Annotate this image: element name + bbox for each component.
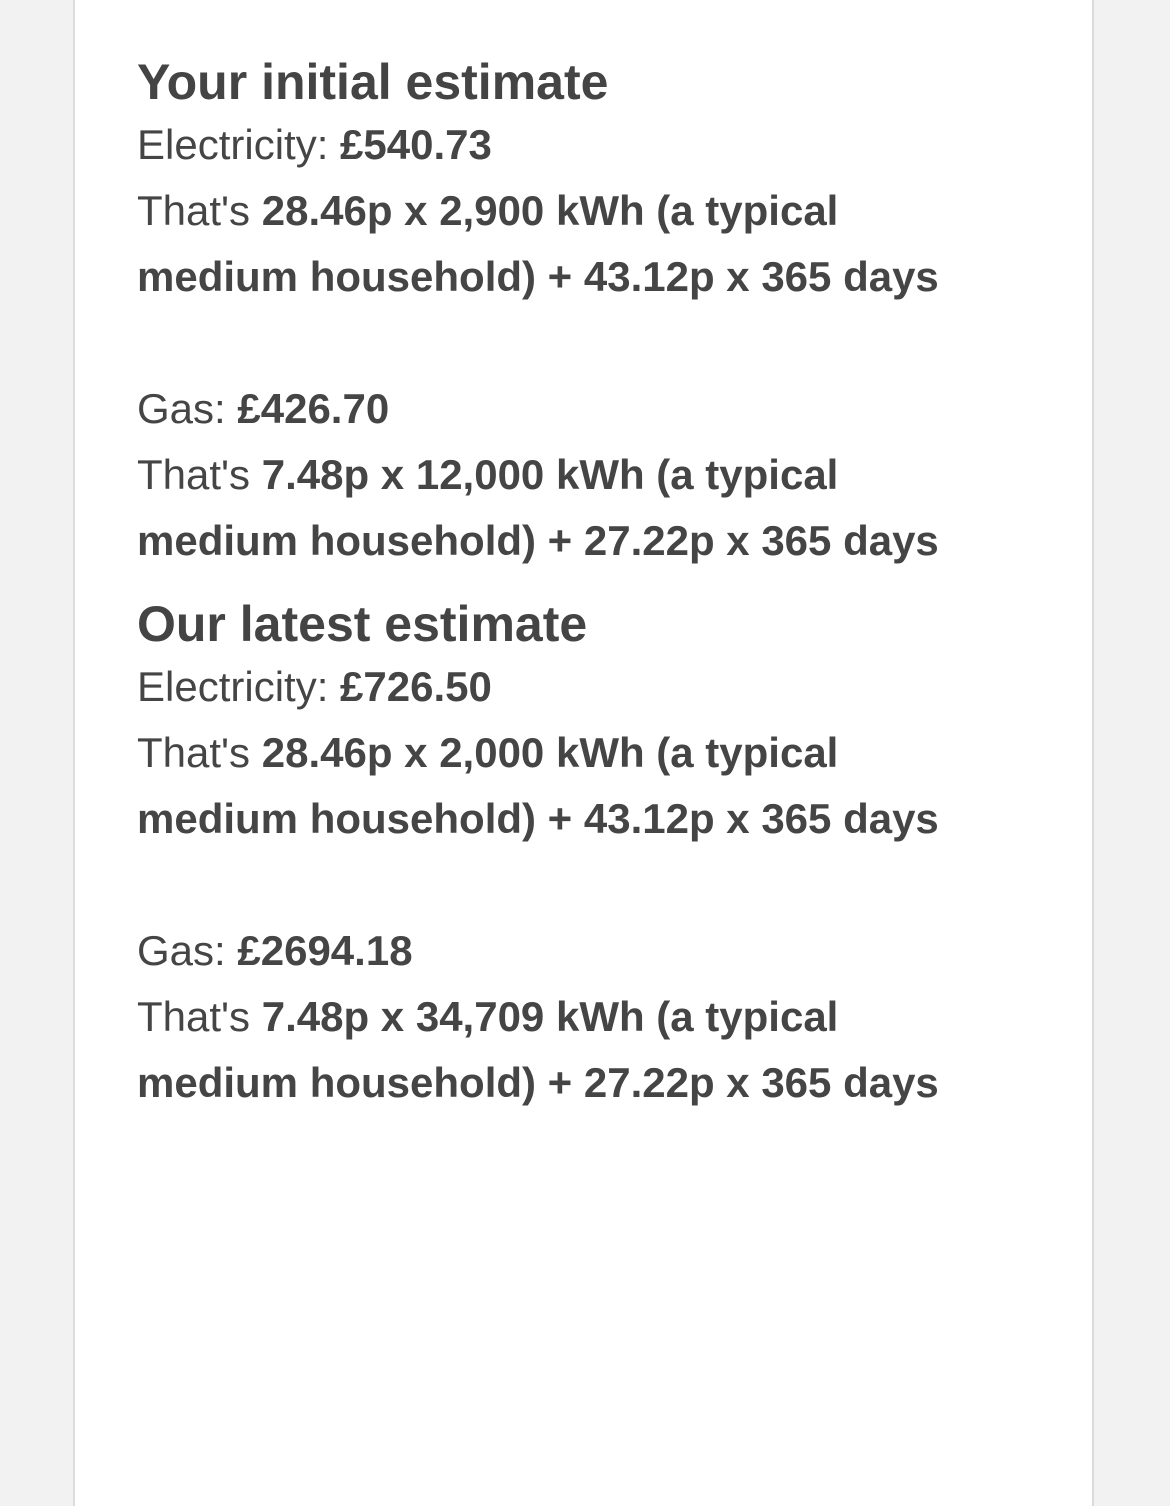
initial-electricity-breakdown: That's 28.46p x 2,900 kWh (a typical med… — [137, 178, 997, 310]
initial-electricity-total: Electricity: £540.73 — [137, 112, 997, 178]
spacer — [137, 310, 997, 376]
initial-gas-thats: That's — [137, 451, 262, 498]
latest-electricity-total: Electricity: £726.50 — [137, 654, 997, 720]
estimate-card: Your initial estimate Electricity: £540.… — [73, 0, 1094, 1506]
initial-electricity-label: Electricity: — [137, 121, 341, 168]
initial-estimate-section: Your initial estimate Electricity: £540.… — [137, 52, 997, 574]
initial-gas-label: Gas: — [137, 385, 238, 432]
latest-electricity-thats: That's — [137, 729, 262, 776]
initial-gas-formula: 7.48p x 12,000 kWh (a typical medium hou… — [137, 451, 939, 564]
latest-electricity-label: Electricity: — [137, 663, 341, 710]
latest-gas-total: Gas: £2694.18 — [137, 918, 997, 984]
initial-gas-breakdown: That's 7.48p x 12,000 kWh (a typical med… — [137, 442, 997, 574]
initial-gas-amount: £426.70 — [237, 385, 390, 432]
latest-gas-label: Gas: — [137, 927, 238, 974]
latest-gas-amount: £2694.18 — [237, 927, 413, 974]
latest-estimate-section: Our latest estimate Electricity: £726.50… — [137, 594, 997, 1116]
initial-electricity-amount: £540.73 — [340, 121, 492, 168]
latest-gas-formula: 7.48p x 34,709 kWh (a typical medium hou… — [137, 993, 939, 1106]
latest-gas-thats: That's — [137, 993, 262, 1040]
initial-gas-total: Gas: £426.70 — [137, 376, 997, 442]
section-spacer — [137, 574, 997, 594]
spacer — [137, 852, 997, 918]
initial-estimate-heading: Your initial estimate — [137, 54, 609, 110]
latest-electricity-breakdown: That's 28.46p x 2,000 kWh (a typical med… — [137, 720, 997, 852]
latest-electricity-amount: £726.50 — [340, 663, 492, 710]
initial-electricity-formula: 28.46p x 2,900 kWh (a typical medium hou… — [137, 187, 939, 300]
latest-gas-breakdown: That's 7.48p x 34,709 kWh (a typical med… — [137, 984, 997, 1116]
latest-estimate-heading: Our latest estimate — [137, 596, 588, 652]
initial-electricity-thats: That's — [137, 187, 262, 234]
estimate-content: Your initial estimate Electricity: £540.… — [137, 52, 997, 1116]
latest-electricity-formula: 28.46p x 2,000 kWh (a typical medium hou… — [137, 729, 939, 842]
